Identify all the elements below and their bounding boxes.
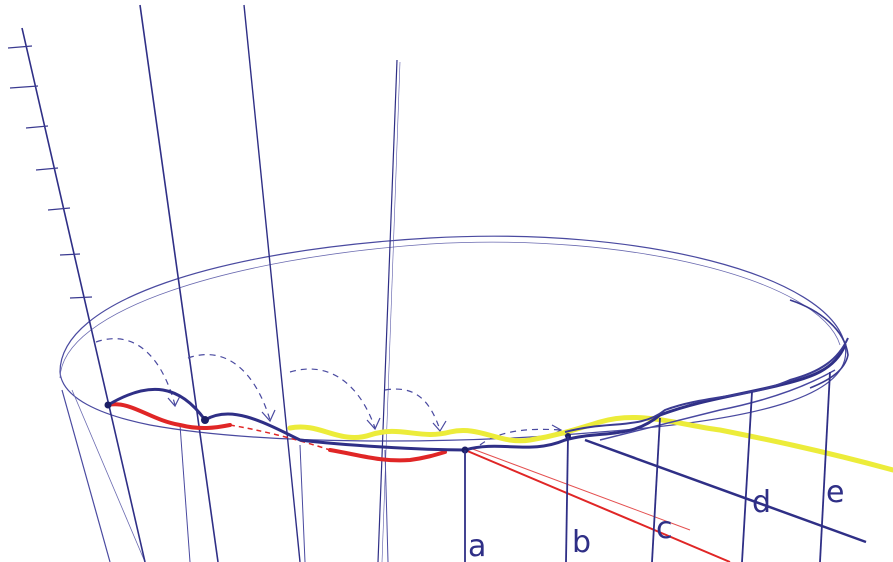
label-c: c [656, 511, 673, 546]
label-a: a [468, 529, 486, 562]
dot-mid [201, 416, 209, 424]
wall-line-left-1 [61, 389, 111, 562]
wall-line-left-2 [71, 389, 146, 562]
dot-left [104, 401, 112, 409]
red-line-c [464, 449, 731, 562]
label-b: b [572, 525, 591, 560]
tall-line-3 [243, 4, 301, 562]
wall-line-left-4 [299, 444, 306, 562]
tall-line-1 [21, 27, 146, 562]
red-wave-mid [328, 448, 447, 463]
blue-wave-retrace-2 [599, 369, 836, 441]
rim-right-scribble [789, 299, 849, 389]
vertical-b [565, 435, 569, 562]
ellipse-rim [59, 235, 847, 442]
tick-marks [7, 45, 93, 299]
label-e: e [826, 475, 844, 510]
arrow-heads [167, 395, 563, 436]
tall-line-4b [381, 61, 401, 562]
vertical-c [651, 417, 661, 562]
red-dashed-link [229, 424, 331, 451]
label-d: d [752, 485, 771, 520]
blue-line-d [584, 438, 867, 544]
vertical-e [819, 371, 831, 562]
blue-wave-retrace [564, 337, 849, 433]
vertical-d [741, 391, 753, 562]
yellow-wave [287, 414, 893, 473]
red-wave-left [106, 402, 232, 430]
wall-line-left-3 [179, 424, 191, 562]
ellipse-rim-retrace [59, 241, 841, 379]
tall-line-2 [139, 4, 219, 562]
red-line-c2 [469, 447, 691, 531]
tall-line-4 [377, 59, 398, 562]
dashed-arrow-arcs [95, 338, 561, 446]
